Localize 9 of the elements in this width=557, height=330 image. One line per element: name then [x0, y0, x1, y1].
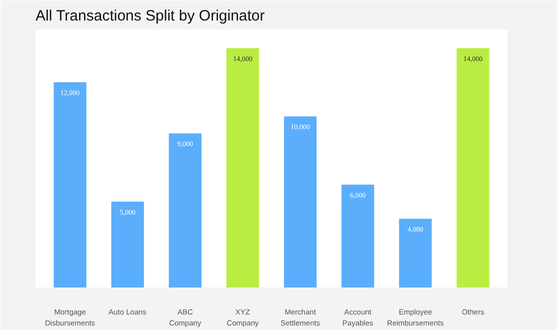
bar [284, 116, 317, 288]
bar [456, 48, 490, 288]
bar [168, 133, 202, 288]
bar [399, 218, 432, 288]
bar [111, 202, 144, 288]
bar [54, 82, 86, 288]
chart-title: All Transactions Split by Originator [36, 8, 265, 24]
bar [342, 184, 374, 288]
bar [226, 48, 260, 288]
